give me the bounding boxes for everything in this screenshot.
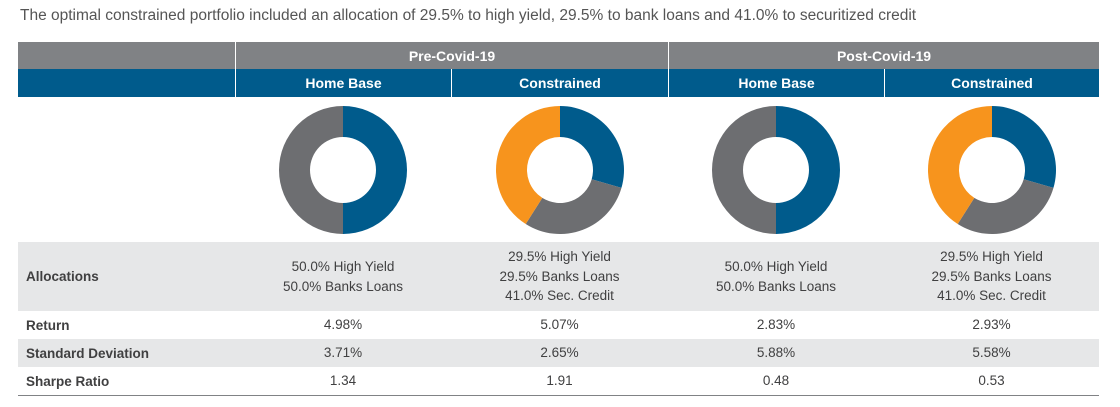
group-header-post-covid: Post-Covid-19 [668, 42, 1099, 69]
row-label-return: Return [26, 317, 70, 333]
donut-cell-pre-constrained [451, 97, 668, 242]
allocation-line: 29.5% High Yield [508, 249, 611, 265]
allocation-line: 29.5% Banks Loans [931, 268, 1052, 284]
donut-row [18, 97, 1099, 242]
row-label-sharpe-ratio: Sharpe Ratio [26, 373, 110, 389]
stddev-post-home-base: 5.88% [756, 345, 796, 361]
sharpe-pre-constrained: 1.91 [546, 373, 573, 389]
stddev-pre-home-base: 3.71% [323, 345, 363, 361]
sharpe-post-constrained: 0.53 [978, 373, 1005, 389]
donut-slice-high-yield [559, 105, 624, 188]
allocation-post-constrained: 29.5% High Yield 29.5% Banks Loans 41.0% S… [884, 242, 1099, 311]
group-header-pre-covid: Pre-Covid-19 [235, 42, 668, 69]
sub-header-blank [18, 69, 235, 97]
sub-header-pre-home-base: Home Base [235, 69, 451, 97]
sub-header-pre-constrained: Constrained [451, 69, 668, 97]
standard-deviation-row: Standard Deviation 3.71% 2.65% 5.88% 5.5… [18, 339, 1099, 367]
donut-chart-pre-home-base [279, 105, 407, 234]
allocation-line: 50.0% Banks Loans [715, 278, 837, 294]
sharpe-post-home-base: 0.48 [762, 373, 790, 389]
sub-header-post-constrained: Constrained [884, 69, 1099, 97]
return-pre-constrained: 5.07% [540, 317, 579, 333]
sub-header-post-home-base: Home Base [668, 69, 884, 97]
allocations-row: Allocations 50.0% High Yield 50.0% Banks … [18, 242, 1099, 311]
header-blank [18, 42, 235, 69]
stddev-post-constrained: 5.58% [972, 345, 1011, 361]
donut-slice-banks-loans [957, 178, 1053, 234]
allocation-line: 50.0% High Yield [724, 259, 828, 274]
donut-cell-pre-home-base [235, 97, 451, 242]
donut-slice-banks-loans [712, 105, 776, 234]
sharpe-pre-home-base: 1.34 [329, 373, 357, 389]
return-row: Return 4.98% 5.07% 2.83% 2.93% [18, 311, 1099, 339]
table-bottom-rule [18, 395, 1099, 396]
return-pre-home-base: 4.98% [323, 317, 363, 333]
sharpe-ratio-row: Sharpe Ratio 1.34 1.91 0.48 0.53 [18, 367, 1099, 395]
donut-chart-pre-constrained [495, 105, 624, 234]
allocation-pre-constrained: 29.5% High Yield 29.5% Banks Loans 41.0% S… [451, 242, 668, 311]
allocation-line: 41.0% Sec. Credit [505, 288, 614, 304]
allocation-line: 41.0% Sec. Credit [937, 288, 1046, 304]
donut-slice-sec-credit [927, 105, 992, 224]
donut-slice-banks-loans [279, 105, 343, 234]
allocation-line: 29.5% High Yield [940, 249, 1043, 265]
allocation-pre-home-base: 50.0% High Yield 50.0% Banks Loans [235, 242, 451, 311]
allocation-line: 50.0% Banks Loans [282, 278, 404, 294]
return-post-home-base: 2.83% [756, 317, 796, 333]
return-post-constrained: 2.93% [972, 317, 1011, 333]
chart-title: The optimal constrained portfolio includ… [20, 7, 917, 24]
donut-slice-high-yield [343, 105, 407, 234]
sub-header-row: Home Base Constrained Home Base Constrai… [18, 69, 1099, 97]
donut-cell-post-constrained [884, 97, 1099, 242]
allocation-line: 50.0% High Yield [291, 259, 395, 274]
allocation-post-home-base: 50.0% High Yield 50.0% Banks Loans [668, 242, 884, 311]
donut-slice-sec-credit [495, 105, 560, 224]
donut-chart-post-home-base [712, 105, 840, 234]
group-header-row: Pre-Covid-19 Post-Covid-19 [18, 42, 1099, 69]
donut-cell-post-home-base [668, 97, 884, 242]
donut-slice-high-yield [991, 105, 1056, 188]
donut-slice-high-yield [776, 105, 840, 234]
donut-slice-banks-loans [525, 178, 621, 234]
stddev-pre-constrained: 2.65% [540, 345, 579, 361]
donut-chart-post-constrained [927, 105, 1056, 234]
row-label-standard-deviation: Standard Deviation [26, 345, 150, 361]
row-label-allocations: Allocations [26, 269, 99, 284]
allocation-line: 29.5% Banks Loans [499, 268, 620, 284]
